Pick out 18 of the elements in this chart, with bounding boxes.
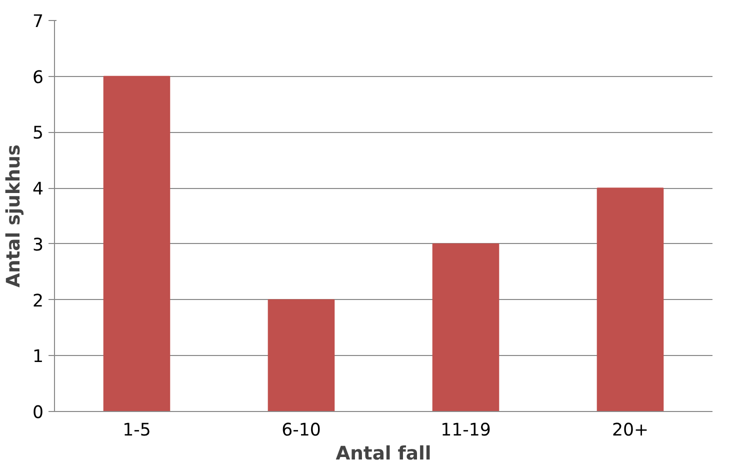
x-tick-label: 11-19	[440, 420, 491, 440]
bar	[596, 188, 664, 412]
x-axis-title: Antal fall	[336, 444, 432, 464]
y-tick-label: 5	[32, 124, 44, 144]
y-tick-label: 1	[32, 347, 44, 368]
y-tick-label: 4	[32, 180, 44, 200]
x-tick-label: 6-10	[282, 420, 321, 440]
x-tick-label: 20+	[612, 420, 649, 440]
y-tick-label: 2	[32, 291, 44, 312]
y-tick-label: 7	[32, 12, 44, 32]
y-axis-title: Antal sjukhus	[3, 144, 24, 288]
bar	[268, 299, 335, 412]
bar	[432, 243, 500, 412]
x-tick-label: 1-5	[122, 420, 151, 440]
bar	[103, 76, 170, 412]
y-tick-label: 0	[32, 403, 44, 423]
y-tick-label: 6	[32, 68, 44, 88]
y-tick-label: 3	[32, 235, 44, 256]
